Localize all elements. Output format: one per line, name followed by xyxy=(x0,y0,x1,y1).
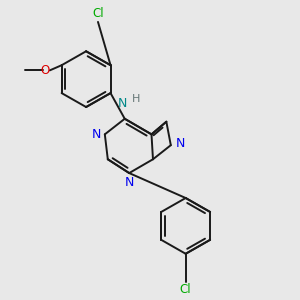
Text: N: N xyxy=(124,176,134,189)
Text: O: O xyxy=(40,64,50,77)
Text: N: N xyxy=(118,98,128,110)
Text: N: N xyxy=(92,128,101,141)
Text: Cl: Cl xyxy=(92,8,104,20)
Text: N: N xyxy=(176,137,185,150)
Text: H: H xyxy=(132,94,140,104)
Text: Cl: Cl xyxy=(180,283,191,296)
